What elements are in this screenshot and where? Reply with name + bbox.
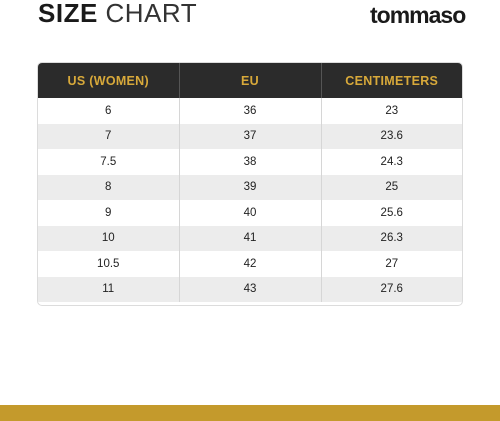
cell-us: 6 [38,98,179,124]
cell-eu: 38 [178,149,321,175]
cell-us: 7.5 [38,149,179,175]
table-row: 7 37 23.6 [38,123,462,149]
size-table: US (WOMEN) EU CENTIMETERS 6 36 23 7 37 2… [38,63,462,302]
table-row: 8 39 25 [38,174,462,200]
header-eu: EU [178,63,321,98]
cell-eu: 36 [178,98,321,124]
cell-us: 7 [38,123,179,149]
cell-us: 8 [38,174,179,200]
cell-eu: 37 [178,123,321,149]
cell-cm: 24.3 [320,149,462,175]
table-row: 7.5 38 24.3 [38,149,462,175]
cell-cm: 23.6 [320,123,462,149]
size-chart-table: US (WOMEN) EU CENTIMETERS 6 36 23 7 37 2… [38,63,462,305]
header-row: US (WOMEN) EU CENTIMETERS [38,63,462,98]
title-bold: SIZE [38,0,98,28]
cell-eu: 40 [178,200,321,226]
cell-cm: 25.6 [320,200,462,226]
cell-cm: 27.6 [320,276,462,302]
cell-cm: 26.3 [320,225,462,251]
cell-eu: 42 [178,251,321,277]
title-light: CHART [105,0,198,28]
table-row: 6 36 23 [38,98,462,124]
footer-accent-bar [0,405,500,421]
table-row: 10.5 42 27 [38,251,462,277]
cell-cm: 23 [320,98,462,124]
table-row: 11 43 27.6 [38,276,462,302]
brand-logo: tommaso [370,2,466,28]
cell-us: 9 [38,200,179,226]
header-centimeters: CENTIMETERS [320,63,462,98]
table-row: 9 40 25.6 [38,200,462,226]
page-title: SIZE CHART [38,0,197,26]
table-row: 10 41 26.3 [38,225,462,251]
cell-eu: 39 [178,174,321,200]
cell-us: 10.5 [38,251,179,277]
cell-us: 11 [38,276,179,302]
cell-us: 10 [38,225,179,251]
cell-cm: 25 [320,174,462,200]
header-us-women: US (WOMEN) [38,63,179,98]
cell-eu: 41 [178,225,321,251]
cell-eu: 43 [178,276,321,302]
cell-cm: 27 [320,251,462,277]
